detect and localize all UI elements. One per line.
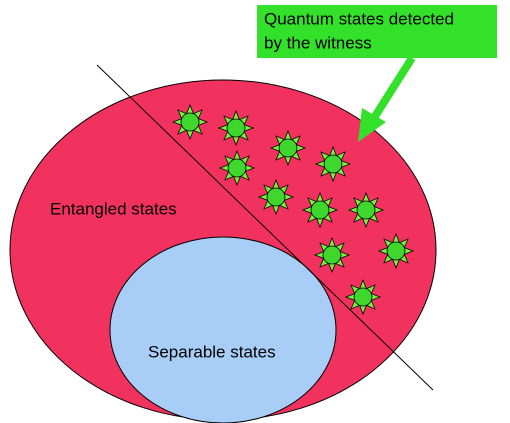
detected-states: [171, 103, 415, 316]
state-star: [217, 109, 255, 147]
state-star: [314, 145, 352, 183]
state-star: [218, 149, 256, 187]
state-star: [171, 103, 209, 141]
state-star: [301, 191, 339, 229]
state-star: [257, 178, 295, 216]
callout-line: Quantum states detected: [264, 9, 454, 28]
state-star: [313, 236, 351, 274]
state-star: [377, 232, 415, 270]
callout-box: [257, 5, 497, 58]
callout-arrow: [370, 55, 416, 121]
witness-line: [96, 64, 434, 391]
state-star: [347, 191, 385, 229]
state-star: [269, 129, 307, 167]
separable-label: Separable states: [148, 342, 276, 361]
callout-arrowhead: [358, 108, 386, 142]
callout-line: by the witness: [264, 33, 372, 52]
entangled-label: Entangled states: [50, 199, 177, 218]
state-star: [344, 278, 382, 316]
separable-region: [109, 236, 337, 423]
